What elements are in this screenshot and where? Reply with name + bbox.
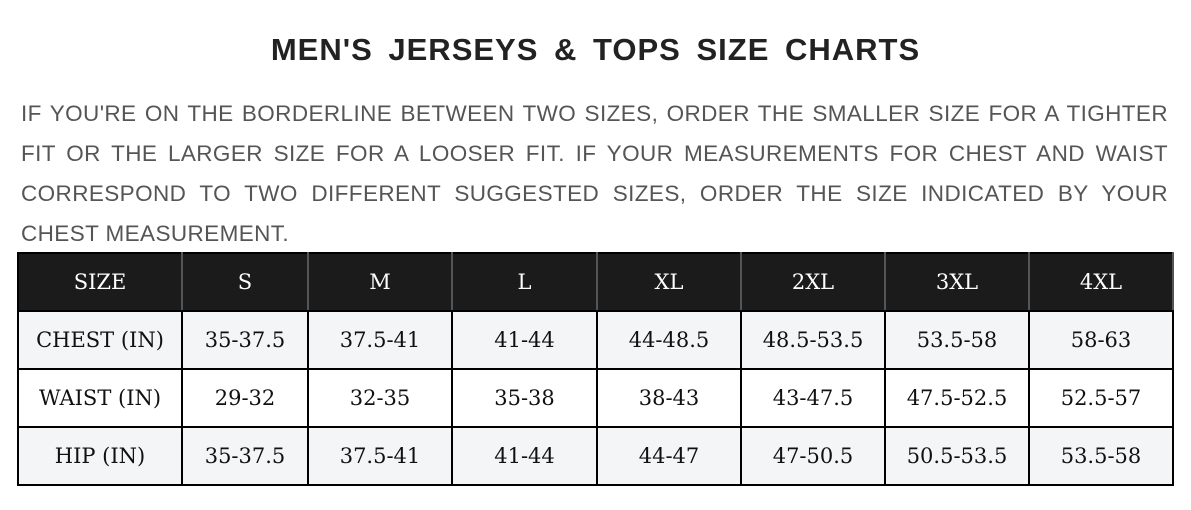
table-cell: 53.5-58: [1028, 426, 1174, 486]
table-cell: 29-32: [181, 368, 309, 428]
table-cell: 38-43: [596, 368, 742, 428]
table-cell: 44-47: [596, 426, 742, 486]
page-title: MEN'S JERSEYS & TOPS SIZE CHARTS: [270, 32, 921, 67]
header-row: SIZE S M L XL 2XL 3XL 4XL: [17, 252, 1174, 312]
table-row: HIP (IN) 35-37.5 37.5-41 41-44 44-47 47-50.5 5…: [17, 426, 1174, 486]
table-cell: 44-48.5: [596, 310, 742, 370]
table-cell: 37.5-41: [307, 310, 453, 370]
header-cell: S: [181, 252, 309, 312]
table-cell: 41-44: [451, 426, 598, 486]
header-cell: 3XL: [884, 252, 1030, 312]
size-chart-table: SIZE S M L XL 2XL 3XL 4XL CHEST (IN) 35-37.5 37.5…: [17, 252, 1174, 486]
header-cell: XL: [596, 252, 742, 312]
row-label: HIP (IN): [17, 426, 183, 486]
table-cell: 32-35: [307, 368, 453, 428]
table-cell: 41-44: [451, 310, 598, 370]
table-cell: 47-50.5: [740, 426, 886, 486]
table-cell: 50.5-53.5: [884, 426, 1030, 486]
table-cell: 35-37.5: [181, 310, 309, 370]
sizing-note: IF YOU'RE ON THE BORDERLINE BETWEEN TWO …: [21, 101, 1168, 246]
header-cell: L: [451, 252, 598, 312]
table-cell: 53.5-58: [884, 310, 1030, 370]
row-label: WAIST (IN): [17, 368, 183, 428]
table-cell: 37.5-41: [307, 426, 453, 486]
header-cell: 4XL: [1028, 252, 1174, 312]
table-cell: 35-37.5: [181, 426, 309, 486]
table-cell: 48.5-53.5: [740, 310, 886, 370]
table-cell: 35-38: [451, 368, 598, 428]
table-cell: 58-63: [1028, 310, 1174, 370]
table-cell: 43-47.5: [740, 368, 886, 428]
table-row: CHEST (IN) 35-37.5 37.5-41 41-44 44-48.5 48.5…: [17, 310, 1174, 370]
table-row: WAIST (IN) 29-32 32-35 35-38 38-43 43-47.5 47.…: [17, 368, 1174, 428]
header-cell: SIZE: [17, 252, 183, 312]
table-cell: 47.5-52.5: [884, 368, 1030, 428]
row-label: CHEST (IN): [17, 310, 183, 370]
header-cell: M: [307, 252, 453, 312]
table-cell: 52.5-57: [1028, 368, 1174, 428]
header-cell: 2XL: [740, 252, 886, 312]
